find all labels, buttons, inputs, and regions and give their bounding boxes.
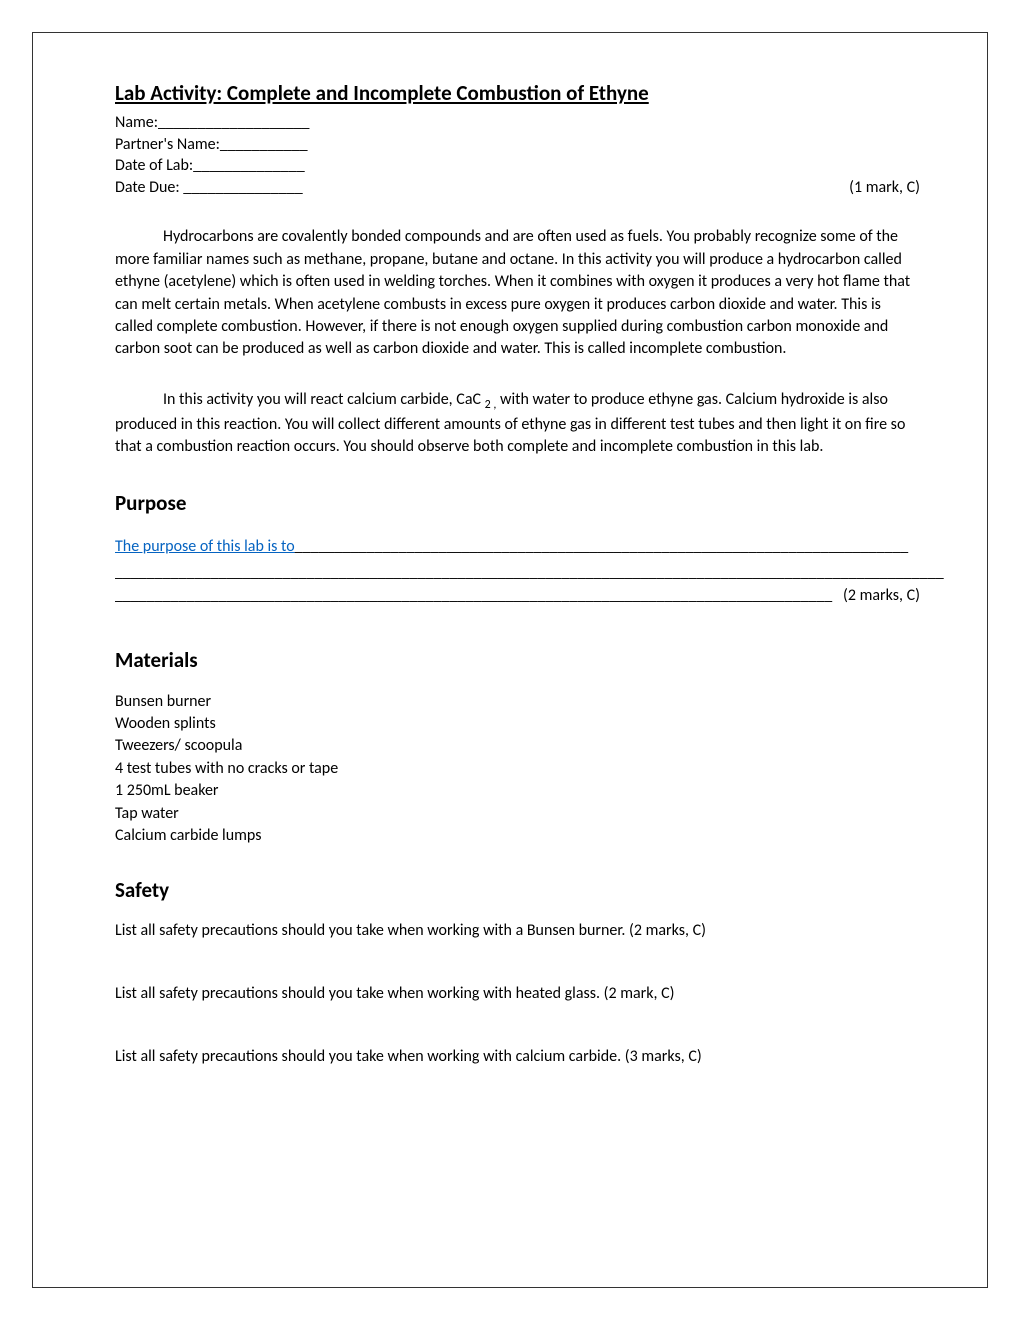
purpose-line-1: The purpose of this lab is to___________…	[115, 534, 920, 560]
document-content: Lab Activity: Complete and Incomplete Co…	[115, 80, 920, 1066]
materials-list: Bunsen burner Wooden splints Tweezers/ s…	[115, 691, 920, 848]
purpose-heading: Purpose	[115, 490, 920, 516]
materials-heading: Materials	[115, 647, 920, 673]
p2-subscript: 2 ,	[485, 398, 497, 412]
intro-paragraph-1: Hydrocarbons are covalently bonded compo…	[115, 226, 920, 360]
p2-text-a: In this activity you will react calcium …	[163, 390, 485, 409]
date-due-marks: (1 mark, C)	[849, 178, 920, 197]
materials-item: Tweezers/ scoopula	[115, 735, 920, 757]
materials-item: Bunsen burner	[115, 691, 920, 713]
materials-item: 1 250mL beaker	[115, 780, 920, 802]
purpose-fill-1: ________________________________________…	[295, 537, 909, 556]
safety-question-2: List all safety precautions should you t…	[115, 984, 920, 1003]
purpose-link-text: The purpose of this lab is to	[115, 537, 295, 556]
materials-item: Tap water	[115, 803, 920, 825]
materials-item: Calcium carbide lumps	[115, 825, 920, 847]
date-due-field: Date Due: _______________	[115, 177, 303, 199]
partner-name-field: Partner's Name:___________	[115, 134, 920, 156]
purpose-fill-3: ________________________________________…	[115, 586, 832, 605]
date-lab-field: Date of Lab:______________	[115, 155, 920, 177]
intro-paragraph-2: In this activity you will react calcium …	[115, 389, 920, 459]
safety-question-1: List all safety precautions should you t…	[115, 921, 920, 940]
materials-item: Wooden splints	[115, 713, 920, 735]
safety-question-3: List all safety precautions should you t…	[115, 1047, 920, 1066]
lab-title: Lab Activity: Complete and Incomplete Co…	[115, 80, 920, 106]
safety-heading: Safety	[115, 877, 920, 903]
purpose-fill-2: ________________________________________…	[115, 560, 920, 586]
purpose-marks: (2 marks, C)	[843, 586, 920, 605]
purpose-line-3-row: ________________________________________…	[115, 586, 920, 605]
materials-item: 4 test tubes with no cracks or tape	[115, 758, 920, 780]
name-field: Name:___________________	[115, 112, 920, 134]
date-due-row: Date Due: _______________ (1 mark, C)	[115, 177, 920, 199]
